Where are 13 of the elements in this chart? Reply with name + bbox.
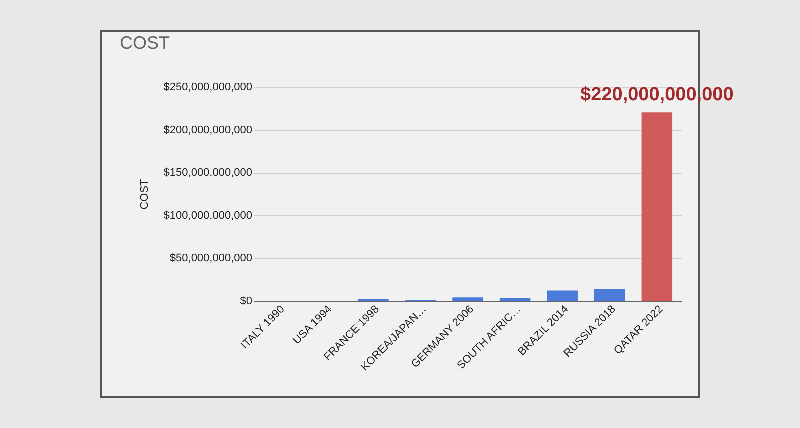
y-tick-label: $100,000,000,000 [164, 210, 252, 222]
bar [547, 290, 578, 301]
chart-title: COST [120, 33, 170, 53]
bar [642, 112, 673, 301]
y-tick-label: $50,000,000,000 [170, 252, 252, 265]
y-tick-label: $200,000,000,000 [164, 124, 252, 136]
bar [594, 289, 626, 301]
bar [452, 298, 484, 301]
y-tick-label: $250,000,000,000 [164, 82, 252, 94]
y-axis-title: COST [138, 178, 151, 210]
bar [500, 298, 531, 301]
y-tick-label: $150,000,000,000 [164, 167, 252, 180]
y-tick-label: $0 [240, 296, 252, 308]
